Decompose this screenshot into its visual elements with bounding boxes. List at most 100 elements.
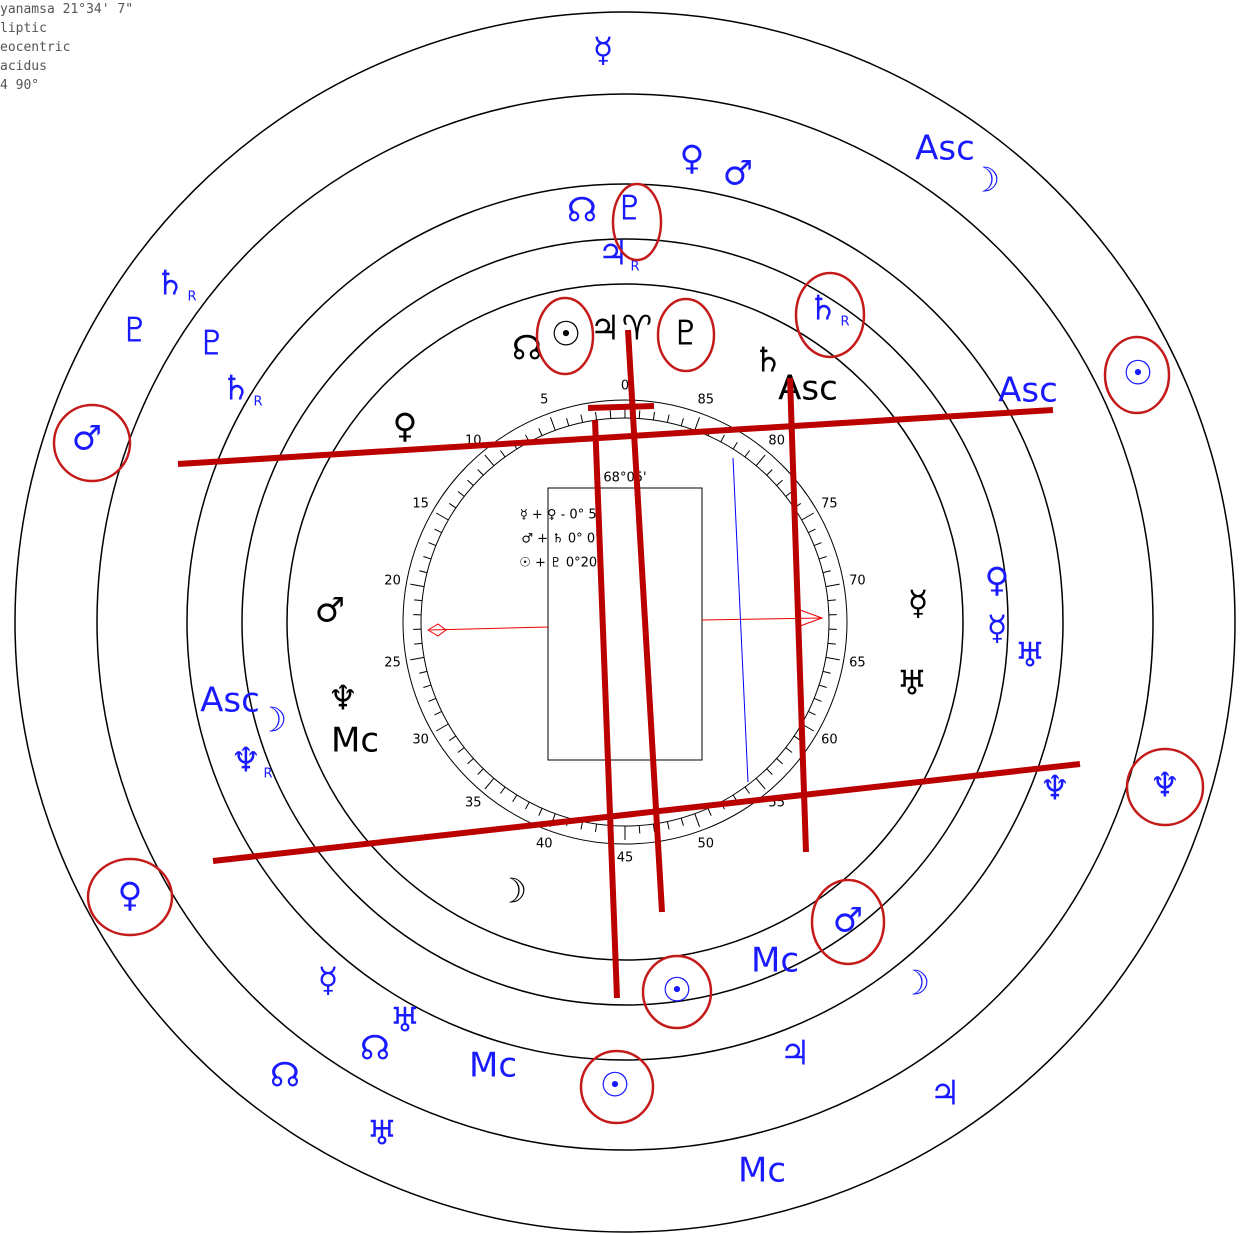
retrograde-mark: R — [187, 290, 196, 305]
dial-tick — [595, 823, 598, 833]
dial-tick — [652, 411, 655, 421]
highlight-circle — [1125, 747, 1205, 827]
dial-label: 45 — [617, 851, 634, 866]
aspect-box — [547, 487, 703, 761]
dial-label: 30 — [412, 733, 429, 748]
aspect-row: ☉ + ♇ 0°20' — [519, 556, 601, 571]
dial-tick — [813, 697, 822, 702]
planet-glyph: ♂ — [72, 419, 102, 459]
dial-tick — [808, 528, 816, 534]
dial-tick — [822, 670, 831, 674]
arrow-head — [799, 609, 824, 627]
arrow — [701, 617, 823, 621]
dial-tick — [549, 416, 556, 431]
dial-label: 70 — [849, 574, 866, 589]
dial-label: 40 — [536, 836, 553, 851]
dial-tick — [419, 570, 428, 574]
dial-label: 35 — [465, 795, 482, 810]
dial-tick — [822, 570, 831, 574]
ring — [286, 283, 964, 961]
info-line: acidus — [0, 59, 47, 74]
dial-outer — [402, 399, 848, 845]
dial-tick — [825, 583, 840, 588]
dial-tick — [428, 697, 437, 702]
chart-info: yanamsa 21°34' 7" liptic eocentric acidus 4 … — [0, 0, 133, 95]
planet-glyph: ☉ — [551, 315, 581, 355]
dial-label: 75 — [821, 497, 838, 512]
highlight-circle — [86, 857, 174, 937]
planet-glyph: ♂ — [833, 901, 863, 941]
planet-glyph: ♃ — [780, 1034, 810, 1074]
info-line: 4 90° — [0, 78, 40, 93]
highlight-circle — [535, 296, 595, 376]
planet-glyph: ♇ — [671, 314, 701, 354]
planet-glyph: ♅ — [1015, 636, 1045, 676]
planet-glyph: ☉ — [600, 1066, 630, 1106]
highlight-line — [587, 403, 655, 411]
planet-glyph: ♆ — [231, 741, 261, 781]
dial-tick — [435, 512, 449, 521]
planet-glyph: ☿ — [593, 31, 614, 71]
ring — [14, 11, 1236, 1233]
info-line: yanamsa 21°34' 7" — [0, 2, 134, 17]
planet-glyph: ♄ — [221, 369, 251, 409]
dial-tick — [638, 825, 641, 834]
dial-label: 85 — [697, 393, 714, 408]
planet-glyph: ♄ — [155, 264, 185, 304]
dial-tick — [755, 454, 766, 467]
ring — [241, 238, 1009, 1006]
dial-tick — [813, 542, 822, 547]
planet-glyph: ☿ — [987, 609, 1008, 649]
planet-glyph: ☽ — [497, 872, 527, 912]
arrow-tail — [427, 623, 447, 637]
dial-tick — [457, 747, 465, 753]
dial-tick — [410, 583, 425, 588]
dial-label: 5 — [540, 393, 548, 408]
ring — [96, 93, 1154, 1151]
highlight-circle — [579, 1049, 655, 1125]
dial-label: 60 — [821, 733, 838, 748]
info-line: eocentric — [0, 40, 71, 55]
dial-tick — [423, 556, 432, 560]
dial-tick — [434, 710, 442, 716]
dial-tick — [477, 768, 484, 775]
planet-glyph: ♅ — [390, 1001, 420, 1041]
dial-tick — [666, 414, 670, 423]
planet-glyph: Asc — [915, 129, 975, 169]
dial-label: 20 — [384, 574, 401, 589]
planet-glyph: ♃ — [930, 1074, 960, 1114]
highlight-line — [592, 419, 620, 999]
aspect-row: ☿ + ♀ - 0° 5' — [520, 508, 600, 523]
planet-glyph: ♀ — [118, 876, 143, 916]
planet-glyph: ♅ — [367, 1114, 397, 1154]
planet-glyph: ☉ — [1123, 354, 1153, 394]
dial-tick — [414, 599, 423, 602]
highlight-circle — [611, 182, 663, 262]
ring — [186, 183, 1064, 1061]
planet-glyph: Asc — [200, 681, 260, 721]
dial-tick — [467, 479, 474, 486]
planet-glyph: ☽ — [900, 964, 930, 1004]
dial-tick — [414, 642, 423, 645]
dial-tick — [638, 410, 641, 419]
planet-glyph: Asc — [998, 371, 1058, 411]
dial-label: 25 — [384, 655, 401, 670]
dial-tick — [776, 758, 783, 765]
dial-tick — [580, 821, 584, 830]
planet-glyph: Mc — [751, 941, 799, 981]
highlight-circle — [1103, 335, 1171, 415]
dial-tick — [419, 670, 428, 674]
dial-tick — [808, 710, 816, 716]
info-line: liptic — [0, 21, 47, 36]
highlight-circle — [52, 403, 132, 483]
highlight-circle — [810, 878, 886, 966]
planet-glyph: Asc — [778, 369, 838, 409]
retrograde-mark: R — [253, 395, 262, 410]
retrograde-mark: R — [630, 260, 639, 275]
planet-glyph: ♂ — [723, 154, 753, 194]
dial-tick — [694, 813, 701, 828]
dial-tick — [512, 794, 518, 803]
dial-tick — [766, 469, 773, 476]
dial-tick — [720, 434, 725, 443]
dial-tick — [538, 428, 543, 436]
